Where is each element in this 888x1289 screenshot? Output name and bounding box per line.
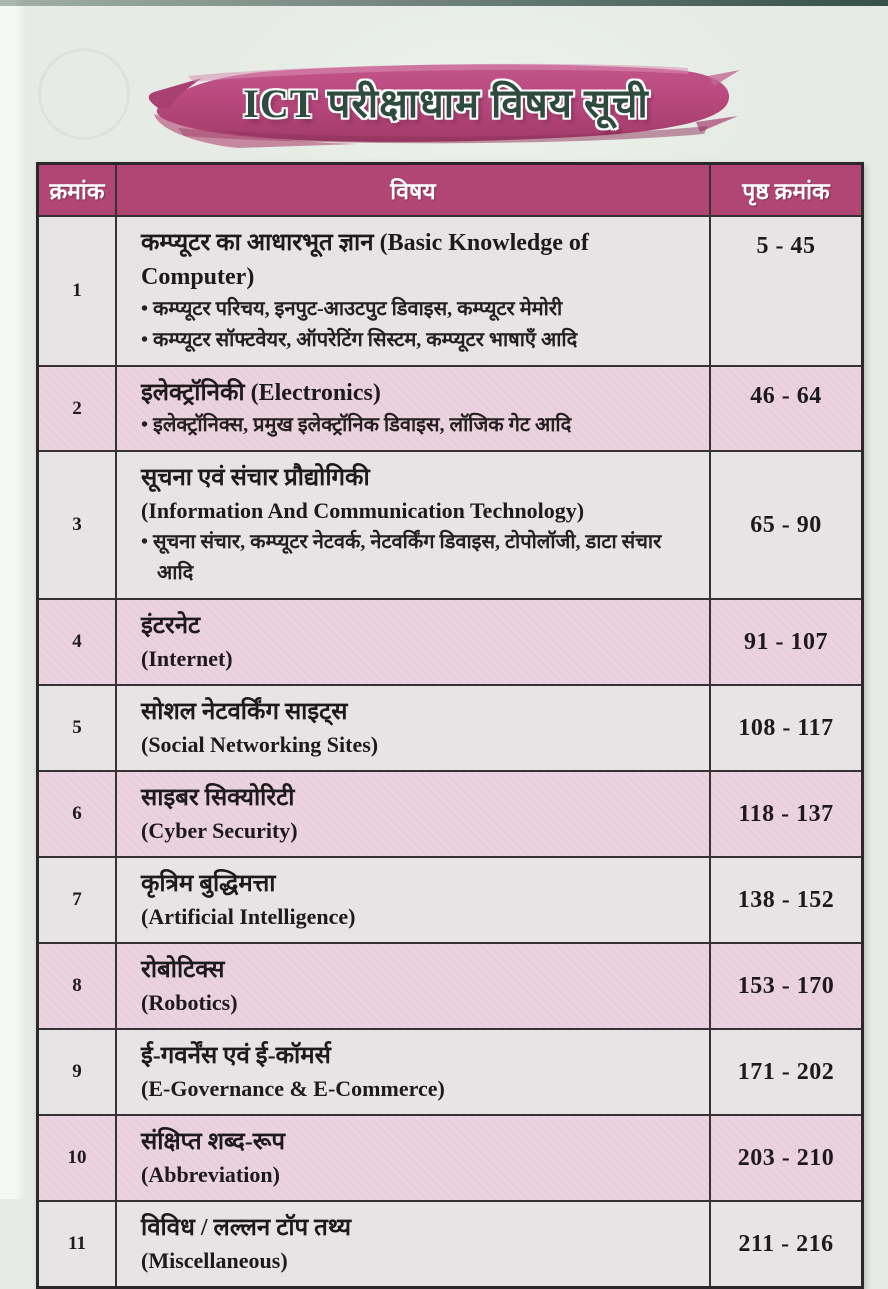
subject-heading: (Information And Communication Technolog…: [141, 498, 585, 523]
row-page-range: 153 - 170: [709, 944, 861, 1028]
subject-heading: (Social Networking Sites): [141, 732, 379, 757]
row-page-range: 65 - 90: [709, 452, 861, 598]
page-title: ICT परीक्षाधाम विषय सूची: [243, 80, 649, 126]
row-subject: संक्षिप्त शब्द-रूप (Abbreviation): [115, 1116, 709, 1200]
row-page-range: 118 - 137: [709, 772, 861, 856]
subject-heading: सोशल नेटवर्किंग साइट्स: [141, 699, 348, 725]
subject-heading: रोबोटिक्स: [141, 957, 225, 983]
row-subject: ई-गवर्नेंस एवं ई-कॉमर्स (E-Governance & E…: [115, 1030, 709, 1114]
bleed-through-stamp: [38, 48, 130, 140]
table-row: 10 संक्षिप्त शब्द-रूप (Abbreviation) 203 …: [39, 1114, 861, 1200]
row-subject: इंटरनेट (Internet): [115, 600, 709, 684]
subject-heading: कृत्रिम बुद्धिमत्ता: [141, 871, 276, 897]
table-row: 3 सूचना एवं संचार प्रौद्योगिकी (Informati…: [39, 450, 861, 598]
subject-heading: (Cyber Security): [141, 818, 298, 843]
table-body: 1 कम्प्यूटर का आधारभूत ज्ञान (Basic Know…: [39, 215, 861, 1286]
row-page-range: 171 - 202: [709, 1030, 861, 1114]
subject-heading: साइबर सिक्योरिटी: [141, 785, 295, 811]
row-serial-number: 11: [68, 1233, 86, 1254]
title-banner: ICT परीक्षाधाम विषय सूची: [148, 56, 744, 152]
subject-heading: (Miscellaneous): [141, 1248, 288, 1273]
row-serial-number: 10: [67, 1147, 87, 1168]
header-subject: विषय: [115, 165, 709, 215]
row-subject: साइबर सिक्योरिटी (Cyber Security): [115, 772, 709, 856]
toc-table: क्रमांक विषय पृष्ठ क्रमांक 1 कम्प्यूटर क…: [36, 162, 864, 1289]
subject-heading: संक्षिप्त शब्द-रूप: [141, 1129, 286, 1155]
row-serial-number: 9: [72, 1061, 82, 1082]
table-row: 7 कृत्रिम बुद्धिमत्ता (Artificial Intelli…: [39, 856, 861, 942]
row-subject: इलेक्ट्रॉनिकी (Electronics) • इलेक्ट्रॉनि…: [115, 367, 709, 450]
row-page-range: 108 - 117: [709, 686, 861, 770]
brush-stroke-graphic: [148, 63, 740, 148]
row-serial-number: 4: [72, 631, 82, 652]
table-row: 6 साइबर सिक्योरिटी (Cyber Security) 118 -…: [39, 770, 861, 856]
row-page-range: 5 - 45: [709, 217, 861, 365]
subject-bullet: • कम्प्यूटर परिचय, इनपुट-आउटपुट डिवाइस, …: [141, 298, 563, 320]
page-left-edge: [0, 0, 26, 1199]
row-subject: विविध / लल्लन टॉप तथ्य (Miscellaneous): [115, 1202, 709, 1286]
row-serial-number: 7: [72, 889, 82, 910]
table-row: 4 इंटरनेट (Internet) 91 - 107: [39, 598, 861, 684]
subject-heading: इंटरनेट: [141, 613, 201, 639]
table-row: 1 कम्प्यूटर का आधारभूत ज्ञान (Basic Know…: [39, 215, 861, 365]
subject-bullet: • कम्प्यूटर सॉफ्टवेयर, ऑपरेटिंग सिस्टम, …: [141, 329, 578, 351]
row-serial-number: 5: [72, 717, 82, 738]
row-serial-number: 3: [72, 514, 82, 535]
subject-heading: (Artificial Intelligence): [141, 904, 356, 929]
subject-heading: (Internet): [141, 646, 233, 671]
table-row: 8 रोबोटिक्स (Robotics) 153 - 170: [39, 942, 861, 1028]
subject-heading: विविध / लल्लन टॉप तथ्य: [141, 1215, 352, 1241]
row-page-range: 211 - 216: [709, 1202, 861, 1286]
row-subject: सोशल नेटवर्किंग साइट्स (Social Networking…: [115, 686, 709, 770]
subject-heading: (E-Governance & E-Commerce): [141, 1076, 445, 1101]
row-subject: कम्प्यूटर का आधारभूत ज्ञान (Basic Knowle…: [115, 217, 709, 365]
row-subject: सूचना एवं संचार प्रौद्योगिकी (Information…: [115, 452, 709, 598]
row-serial-number: 8: [72, 975, 82, 996]
row-subject: कृत्रिम बुद्धिमत्ता (Artificial Intellige…: [115, 858, 709, 942]
row-page-range: 91 - 107: [709, 600, 861, 684]
table-row: 11 विविध / लल्लन टॉप तथ्य (Miscellaneous)…: [39, 1200, 861, 1286]
row-page-range: 138 - 152: [709, 858, 861, 942]
table-row: 2 इलेक्ट्रॉनिकी (Electronics) • इलेक्ट्रॉ…: [39, 365, 861, 450]
subject-heading: कम्प्यूटर का आधारभूत ज्ञान (Basic Knowle…: [141, 230, 589, 290]
header-serial: क्रमांक: [49, 179, 105, 204]
row-serial-number: 1: [72, 280, 82, 301]
row-page-range: 46 - 64: [709, 367, 861, 450]
row-serial-number: 2: [72, 397, 82, 419]
row-page-range: 203 - 210: [709, 1116, 861, 1200]
header-page-number: पृष्ठ क्रमांक: [709, 165, 861, 215]
subject-heading: सूचना एवं संचार प्रौद्योगिकी: [141, 465, 370, 491]
scan-top-edge: [0, 0, 888, 6]
subject-bullet: • इलेक्ट्रॉनिक्स, प्रमुख इलेक्ट्रॉनिक डि…: [141, 414, 572, 436]
table-header-row: क्रमांक विषय पृष्ठ क्रमांक: [39, 165, 861, 215]
subject-bullet: • सूचना संचार, कम्प्यूटर नेटवर्क, नेटवर्…: [141, 531, 662, 584]
subject-heading: (Robotics): [141, 990, 238, 1015]
subject-heading: इलेक्ट्रॉनिकी (Electronics): [141, 380, 381, 406]
row-serial-number: 6: [72, 803, 82, 824]
table-row: 9 ई-गवर्नेंस एवं ई-कॉमर्स (E-Governance &…: [39, 1028, 861, 1114]
subject-heading: (Abbreviation): [141, 1162, 280, 1187]
subject-heading: ई-गवर्नेंस एवं ई-कॉमर्स: [141, 1043, 331, 1069]
table-row: 5 सोशल नेटवर्किंग साइट्स (Social Networki…: [39, 684, 861, 770]
row-subject: रोबोटिक्स (Robotics): [115, 944, 709, 1028]
